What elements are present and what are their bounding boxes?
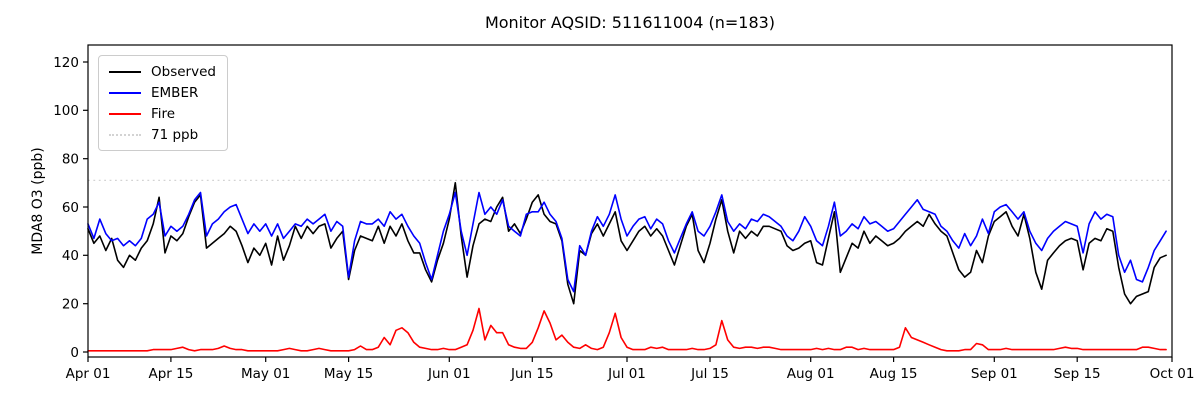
x-tick-label: Sep 15 — [1054, 366, 1101, 382]
x-tick-label: Jul 15 — [690, 366, 729, 382]
legend-label: EMBER — [151, 84, 199, 101]
plot-frame — [87, 44, 1173, 358]
legend-item-fire: Fire — [109, 105, 216, 122]
x-tick-label: May 15 — [324, 366, 373, 382]
legend: Observed EMBER Fire 71 ppb — [98, 55, 228, 151]
x-tick-label: Apr 15 — [148, 366, 193, 382]
legend-item-observed: Observed — [109, 63, 216, 80]
y-tick-label: 0 — [70, 345, 79, 361]
x-tick-label: Jul 01 — [607, 366, 646, 382]
legend-label: Observed — [151, 63, 216, 80]
x-tick-label: Apr 01 — [66, 366, 111, 382]
y-tick-label: 60 — [62, 200, 79, 216]
x-tick-label: Sep 01 — [971, 366, 1018, 382]
series-line-ember — [87, 191, 1167, 293]
legend-label: 71 ppb — [151, 126, 199, 143]
y-tick-label: 40 — [62, 248, 79, 264]
y-tick-label: 20 — [62, 297, 79, 313]
chart-title: Monitor AQSID: 511611004 (n=183) — [484, 13, 776, 32]
x-tick-label: Oct 01 — [1150, 366, 1195, 382]
series-line-fire — [87, 307, 1167, 352]
x-tick-label: Aug 01 — [787, 366, 835, 382]
legend-line-sample-icon — [109, 70, 141, 73]
legend-label: Fire — [151, 105, 176, 122]
y-tick-label: 80 — [62, 152, 79, 168]
x-tick-label: Aug 15 — [870, 366, 918, 382]
y-tick-label: 120 — [53, 55, 79, 71]
legend-line-sample-icon — [109, 112, 141, 115]
x-tick-label: Jun 01 — [427, 366, 471, 382]
y-tick-label: 100 — [53, 103, 79, 119]
legend-line-sample-icon — [109, 133, 141, 136]
legend-line-sample-icon — [109, 91, 141, 94]
legend-item-71-ppb: 71 ppb — [109, 126, 216, 143]
x-tick-label: May 01 — [241, 366, 290, 382]
legend-item-ember: EMBER — [109, 84, 216, 101]
series-line-observed — [87, 182, 1167, 305]
x-tick-label: Jun 15 — [510, 366, 554, 382]
